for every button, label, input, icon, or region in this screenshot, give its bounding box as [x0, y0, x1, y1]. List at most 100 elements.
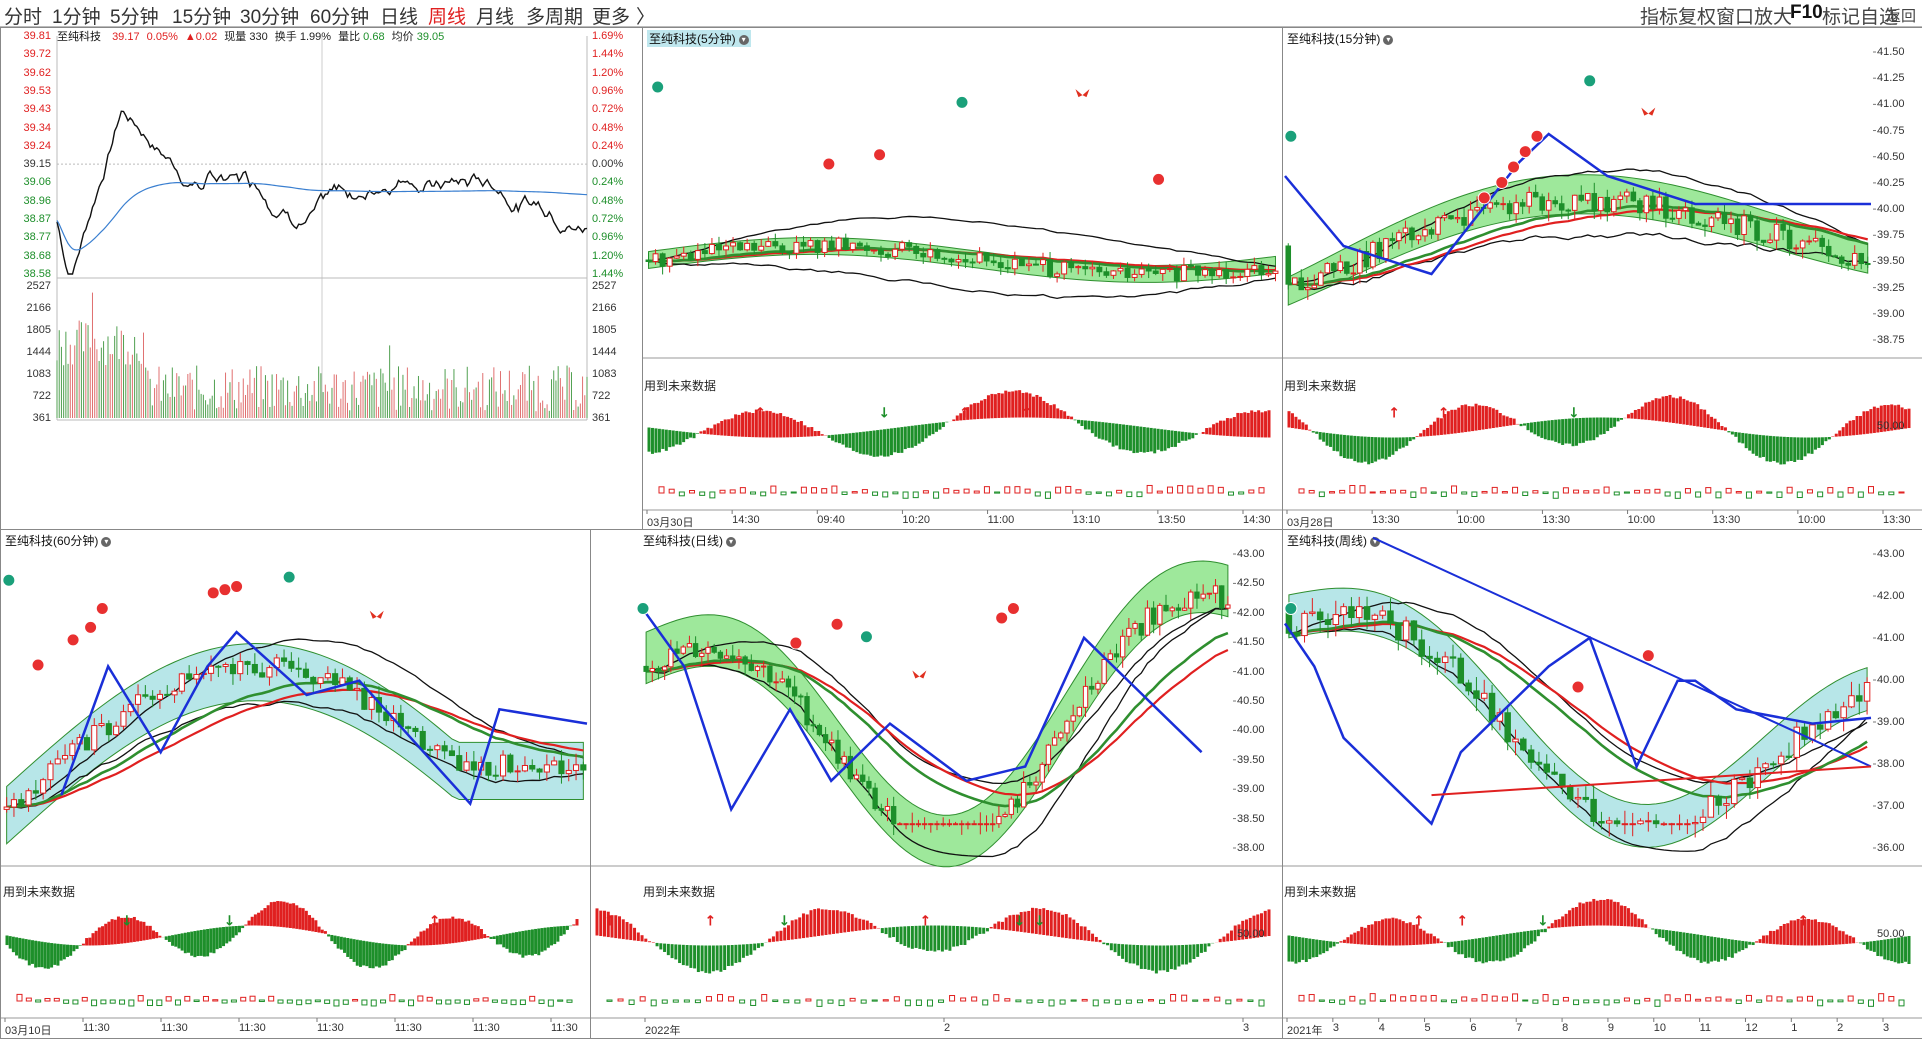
- volume-histogram-bar: [1461, 491, 1468, 495]
- volume-histogram-bar: [1664, 994, 1671, 1002]
- time-tick: 11:30: [551, 1022, 578, 1034]
- tool-mark[interactable]: 标记: [1822, 7, 1861, 28]
- candle-body: [1731, 778, 1738, 805]
- period-tab-60min[interactable]: 60分钟: [310, 7, 370, 28]
- volume-histogram-bar: [772, 999, 779, 1003]
- tool-zoom[interactable]: 放大: [1754, 7, 1793, 28]
- period-tab-5min[interactable]: 5分钟: [110, 7, 159, 28]
- time-tick: 14:30: [1243, 514, 1271, 526]
- tool-indicator[interactable]: 指标: [1640, 7, 1679, 28]
- period-tab-30min[interactable]: 30分钟: [240, 7, 300, 28]
- candle-body: [1543, 763, 1550, 773]
- candle-body: [1415, 235, 1422, 241]
- more-arrow-icon[interactable]: 〉: [636, 7, 656, 28]
- candle-body: [1124, 267, 1131, 278]
- period-tab-1min[interactable]: 1分钟: [52, 7, 101, 28]
- abs-change: ▲0.02: [184, 31, 218, 43]
- volume-histogram-bar: [760, 491, 767, 497]
- volume-histogram-bar: [831, 485, 838, 494]
- gear-icon[interactable]: ▾: [738, 34, 749, 45]
- ratio-label: 量比: [338, 31, 361, 43]
- panel-15min[interactable]: 至纯科技(15分钟) ▾ ↑ ↑ ↓ 用到未来数据 03月28日 13:30 10:00 1…: [1282, 27, 1922, 531]
- volume-histogram-bar: [606, 999, 613, 1002]
- gear-icon[interactable]: ▾: [101, 536, 112, 547]
- candle-body: [1120, 635, 1126, 658]
- candle-body: [1715, 795, 1722, 806]
- gear-icon[interactable]: ▾: [726, 536, 736, 547]
- pct-tick: 0.72%: [592, 103, 624, 116]
- candle-body: [1539, 196, 1545, 211]
- tool-f10[interactable]: F10: [1790, 2, 1823, 23]
- period-tab-15min[interactable]: 15分钟: [172, 7, 232, 28]
- candle-body: [1089, 266, 1096, 270]
- period-tab-weekly[interactable]: 周线: [428, 7, 467, 28]
- moving-average: [6, 700, 584, 809]
- panel-daily[interactable]: 至纯科技(日线) ▾ ↑ ↑ ↓ ↑ ↓ ↓ 用到未来数据 2022年 2 3 43.00 42.…: [590, 529, 1284, 1039]
- period-tab-multi[interactable]: 多周期: [526, 7, 584, 28]
- price-tick: 39.15: [23, 158, 51, 171]
- future-data-note: 用到未来数据: [3, 885, 76, 899]
- volume-histogram-bar: [893, 996, 900, 1002]
- signal-arrow-icon: ↑: [1456, 914, 1468, 930]
- candle-body: [1545, 200, 1552, 211]
- signal-arrow-icon: ↓: [1014, 914, 1026, 930]
- sell-signal-icon: [84, 620, 98, 634]
- volume-tick: 2166: [592, 302, 617, 314]
- candle-body: [870, 249, 877, 252]
- panel-5min[interactable]: 至纯科技(5分钟) ▾ ↑ ↓ ↑ ↑ 用到未来数据 03月30日 14:30 09:40 1…: [642, 27, 1284, 531]
- buy-signal-icon: [651, 80, 665, 94]
- period-toolbar: 分时 1分钟 5分钟 15分钟 30分钟 60分钟 日线 周线 月线 多周期 更…: [0, 0, 1922, 28]
- period-tab-fenshi[interactable]: 分时: [4, 7, 43, 28]
- volume-histogram-bar: [1085, 491, 1092, 495]
- candle-body: [1500, 203, 1506, 206]
- candle-body: [1591, 193, 1598, 212]
- tool-adjust[interactable]: 复权: [1678, 7, 1717, 28]
- candle-body: [1676, 823, 1683, 826]
- volume-histogram-bar: [398, 999, 405, 1003]
- gear-icon[interactable]: ▾: [1383, 34, 1394, 45]
- volume-histogram-bar: [1440, 999, 1447, 1003]
- volume-histogram-bar: [973, 490, 980, 494]
- period-tab-monthly[interactable]: 月线: [476, 7, 515, 28]
- volume-histogram-bar: [1430, 491, 1437, 494]
- volume-tick: 2527: [26, 280, 51, 292]
- candle-body: [1230, 276, 1237, 279]
- moving-average: [1288, 204, 1869, 286]
- signal-arrow-icon: ↑: [429, 914, 441, 930]
- candle-body: [1389, 238, 1396, 242]
- candle-body: [529, 764, 536, 770]
- volume-tick: 361: [32, 412, 51, 424]
- candle-body: [339, 677, 346, 685]
- volume-histogram-bar: [1048, 999, 1055, 1007]
- candle-body: [419, 730, 426, 750]
- candle-body: [785, 678, 792, 688]
- candle-body: [1848, 695, 1855, 708]
- tool-back[interactable]: 返回: [1886, 8, 1917, 25]
- volume-histogram-bar: [1114, 999, 1121, 1005]
- candle-body: [1350, 272, 1357, 275]
- panel-weekly[interactable]: 至纯科技(周线) ▾ ↑ ↑ ↓ ↑ 用到未来数据 2021年 3 4 5 6 7 8 9 10 11 12…: [1282, 529, 1922, 1039]
- tool-watchlist[interactable]: 自选: [1860, 7, 1899, 28]
- volume-histogram-bar: [1471, 998, 1478, 1002]
- volume-histogram-bar: [1695, 998, 1702, 1002]
- volume-histogram-bar: [230, 999, 237, 1003]
- candle-body: [1559, 773, 1566, 788]
- gear-icon[interactable]: ▾: [1370, 536, 1380, 547]
- trend-line: [1431, 765, 1872, 797]
- volume-histogram-bar: [1867, 999, 1874, 1007]
- candle-body: [1311, 284, 1318, 289]
- candle-body: [1298, 277, 1305, 291]
- candle-body: [899, 242, 906, 250]
- candle-body: [1493, 202, 1500, 205]
- volume-histogram-bar: [1390, 994, 1397, 1002]
- period-tab-daily[interactable]: 日线: [380, 7, 419, 28]
- tool-window[interactable]: 窗口: [1716, 7, 1755, 28]
- period-tab-more[interactable]: 更多: [592, 7, 631, 28]
- panel-60min[interactable]: 至纯科技(60分钟) ▾ ↓ ↓ ↑ 用到未来数据 03月10日 11:30 11:30 1…: [0, 529, 592, 1039]
- price-tick: 43.00: [1877, 548, 1905, 560]
- candle-body: [909, 823, 915, 826]
- buy-signal-icon: [636, 602, 650, 616]
- candle-body: [863, 245, 870, 251]
- candle-body: [1723, 803, 1730, 806]
- avg-value: 39.05: [416, 31, 445, 43]
